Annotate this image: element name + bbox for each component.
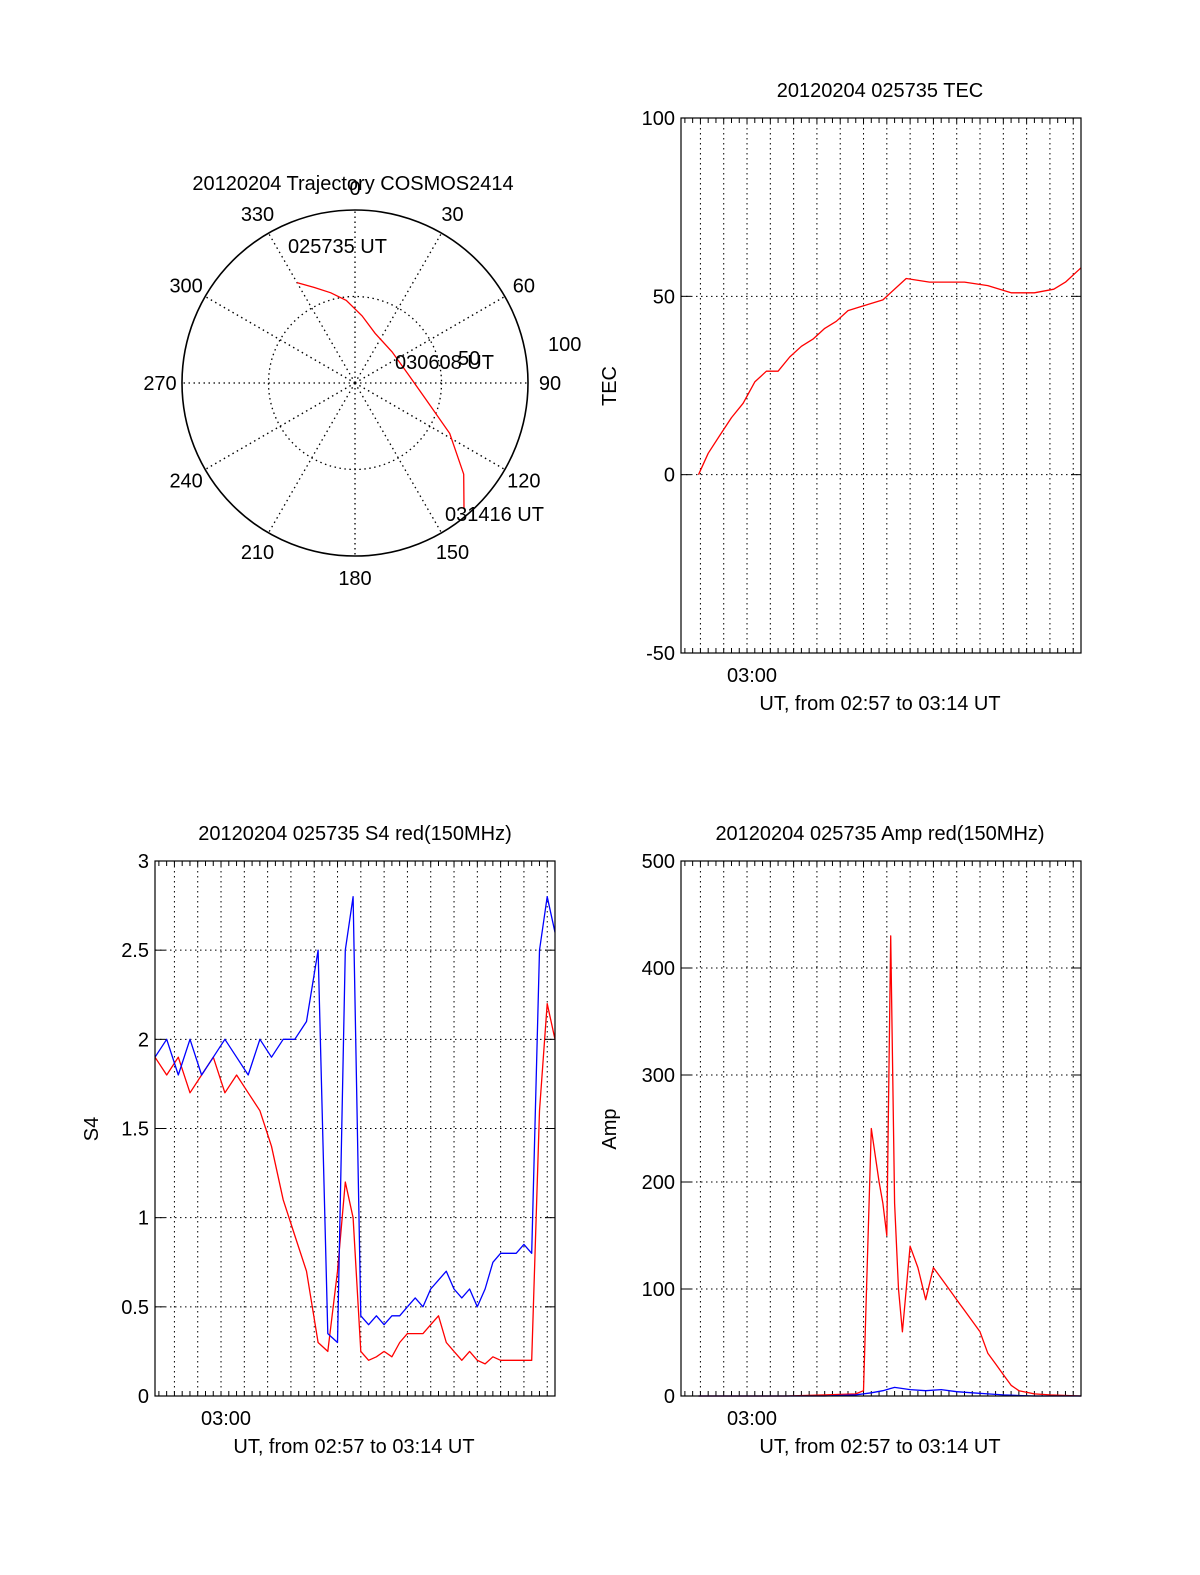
amp-grid [681, 861, 1081, 1396]
polar-outer-circle [181, 209, 529, 557]
s4-y-axis-label: S4 [81, 1117, 103, 1141]
amp-series [698, 935, 1082, 1397]
polar-angle-label-60: 60 [513, 276, 535, 298]
tec-y-tick-label: 50 [653, 286, 675, 308]
amp-chart: 20120204 025735 Amp red(150MHz) 0 100 200 3… [599, 823, 1082, 1458]
amp-y-ticks: 0 100 200 300 400 500 [642, 851, 1081, 1408]
amp-series-line-0 [698, 935, 1082, 1397]
s4-x-tick-label: 03:00 [201, 1408, 251, 1430]
tec-series [697, 267, 1082, 475]
s4-y-tick-label: 2.5 [121, 940, 149, 962]
polar-spoke-120 [354, 382, 506, 471]
tec-y-tick-label: 100 [642, 108, 675, 130]
polar-trajectory-series [296, 281, 465, 509]
s4-x-axis-label: UT, from 02:57 to 03:14 UT [233, 1436, 474, 1458]
polar-spoke-210 [267, 382, 356, 534]
tec-series-line-0 [697, 267, 1082, 475]
s4-series-line-1 [154, 896, 556, 1344]
ring-label-50: 50 [458, 348, 480, 370]
tec-y-axis-label: TEC [599, 366, 621, 406]
amp-y-tick-label: 0 [664, 1386, 675, 1408]
s4-y-ticks: 0 0.5 1 1.5 2 2.5 3 [121, 851, 555, 1408]
s4-chart: 20120204 025735 S4 red(150MHz) 0 0.5 1 1.5 2… [81, 823, 556, 1458]
polar-angle-label-330: 330 [241, 204, 274, 226]
trajectory-end-label: 031416 UT [445, 504, 544, 526]
polar-angle-label-120: 120 [507, 471, 540, 493]
polar-angle-label-270: 270 [143, 373, 176, 395]
tec-chart: 20120204 025735 TEC -50 0 50 100 03:00 UT, … [599, 80, 1082, 715]
s4-series [154, 896, 556, 1365]
polar-title: 20120204 Trajectory COSMOS2414 [192, 173, 513, 195]
trajectory-mid-label: 030608 UT [395, 352, 494, 374]
polar-angle-labels: 0 30 60 90 120 150 180 210 240 270 300 330 [143, 178, 561, 590]
polar-spoke-60 [354, 295, 506, 384]
s4-chart-title: 20120204 025735 S4 red(150MHz) [198, 823, 512, 845]
polar-angle-label-180: 180 [338, 568, 371, 590]
amp-y-tick-label: 400 [642, 958, 675, 980]
s4-series-line-0 [154, 1003, 556, 1365]
polar-angle-label-300: 300 [169, 276, 202, 298]
polar-angle-label-240: 240 [169, 471, 202, 493]
amp-x-tick-label: 03:00 [727, 1408, 777, 1430]
amp-y-tick-label: 100 [642, 1279, 675, 1301]
s4-y-tick-label: 0.5 [121, 1297, 149, 1319]
trajectory-start-label: 025735 UT [288, 236, 387, 258]
polar-angle-label-150: 150 [436, 542, 469, 564]
s4-y-tick-label: 1 [138, 1208, 149, 1230]
amp-chart-title: 20120204 025735 Amp red(150MHz) [715, 823, 1044, 845]
polar-angle-label-90: 90 [539, 373, 561, 395]
polar-spoke-30 [354, 232, 443, 384]
polar-spoke-300 [204, 295, 356, 384]
tec-x-tick-label: 03:00 [727, 665, 777, 687]
s4-y-tick-label: 2 [138, 1029, 149, 1051]
s4-grid [155, 861, 555, 1396]
tec-x-axis-label: UT, from 02:57 to 03:14 UT [759, 693, 1000, 715]
tec-y-ticks: -50 0 50 100 [642, 108, 1081, 665]
polar-spoke-240 [204, 382, 356, 471]
amp-y-axis-label: Amp [599, 1108, 621, 1149]
amp-y-tick-label: 200 [642, 1172, 675, 1194]
tec-y-tick-label: 0 [664, 465, 675, 487]
s4-y-tick-label: 0 [138, 1386, 149, 1408]
s4-y-tick-label: 1.5 [121, 1119, 149, 1141]
polar-angle-label-0: 0 [349, 178, 360, 200]
polar-spokes [182, 210, 528, 556]
trajectory-line [296, 281, 465, 509]
tec-chart-title: 20120204 025735 TEC [777, 80, 983, 102]
polar-angle-label-30: 30 [441, 204, 463, 226]
polar-spoke-330 [267, 232, 356, 384]
tec-plot-frame [680, 117, 1082, 654]
trajectory-polar-plot: 20120204 Trajectory COSMOS2414 0 30 60 90 12… [143, 173, 581, 590]
tec-y-tick-label: -50 [646, 643, 675, 665]
amp-x-axis-label: UT, from 02:57 to 03:14 UT [759, 1436, 1000, 1458]
ring-label-100: 100 [548, 334, 581, 356]
tec-grid [681, 118, 1081, 653]
polar-angle-label-210: 210 [241, 542, 274, 564]
s4-y-tick-label: 3 [138, 851, 149, 873]
amp-y-tick-label: 300 [642, 1065, 675, 1087]
polar-spoke-150 [354, 382, 443, 534]
amp-y-tick-label: 500 [642, 851, 675, 873]
amp-plot-frame [680, 860, 1082, 1397]
